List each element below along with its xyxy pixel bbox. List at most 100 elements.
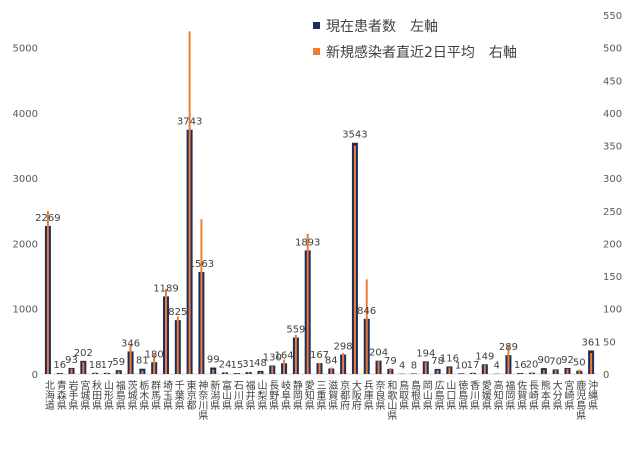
bar-new-cases [212,369,214,374]
category-label: 神奈川県 [196,379,208,421]
data-label: 3743 [177,117,202,128]
left-tick-label: 1000 [13,305,38,316]
category-label: 福岡県 [503,379,515,411]
legend-label-new-cases: 新規感染者直近2日平均 右軸 [326,44,517,61]
category-label: 奈良県 [373,379,385,411]
bar-new-cases [295,335,297,374]
bar-new-cases [94,373,96,374]
bar-new-cases [118,371,120,374]
bar-new-cases [236,373,238,374]
category-label: 秋田県 [90,379,102,411]
data-label: 180 [145,349,164,360]
bar-new-cases [531,373,533,374]
category-label: 広島県 [432,379,444,411]
bar-new-cases [389,368,391,374]
data-label: 149 [475,351,494,362]
category-label: 和歌山県 [385,380,397,421]
category-label: 山口県 [444,380,456,411]
left-tick-label: 4000 [13,109,38,120]
data-label: 202 [74,348,93,359]
right-tick-label: 550 [603,11,622,22]
category-label: 鹿児島県 [574,379,586,421]
category-label: 三重県 [314,380,326,411]
category-label: 静岡県 [290,379,302,411]
category-label: 東京都 [184,379,196,411]
bar-new-cases [543,370,545,374]
category-label: 石川県 [231,380,243,411]
category-label: 佐賀県 [515,380,527,411]
category-label: 山形県 [101,380,113,411]
bar-new-cases [283,360,285,374]
category-label: 群馬県 [149,379,161,411]
bar-new-cases [177,317,179,374]
data-label: 298 [334,342,353,353]
bar-new-cases [71,369,73,374]
bar-patients [411,373,417,374]
bar-new-cases [472,373,474,374]
category-label: 岐阜県 [279,379,291,411]
category-label: 宮崎県 [562,379,574,411]
legend-label-patients: 現在患者数 左軸 [326,19,438,35]
legend: 現在患者数 左軸 新規感染者直近2日平均 右軸 [313,19,517,61]
category-label: 滋賀県 [326,379,338,411]
category-label: 熊本県 [538,379,550,411]
bar-new-cases [366,279,368,374]
category-label: 宮城県 [78,379,90,411]
right-tick-label: 150 [603,272,622,283]
data-label: 59 [112,357,125,368]
data-label: 346 [121,338,140,349]
category-label: 兵庫県 [361,379,373,411]
right-tick-label: 200 [603,239,622,250]
bar-new-cases [437,370,439,374]
bar-new-cases [590,353,592,374]
right-tick-label: 100 [603,305,622,316]
right-tick-label: 400 [603,109,622,120]
bar-new-cases [248,372,250,374]
bar-new-cases [47,211,49,374]
category-label: 長崎県 [527,380,539,411]
left-tick-label: 5000 [13,44,38,55]
category-label: 福島県 [113,379,125,411]
data-label: 50 [573,358,586,369]
data-label: 559 [286,325,305,336]
category-label: 福井県 [243,379,255,411]
data-label: 361 [582,337,601,348]
category-label: 北海道 [42,380,54,410]
bar-new-cases [165,289,167,374]
data-label: 846 [357,306,376,317]
bar-new-cases [200,219,202,374]
bars [45,31,594,374]
data-label: 84 [325,356,338,367]
bar-new-cases [59,373,61,374]
category-label: 愛知県 [302,379,314,411]
bar-new-cases [519,373,521,374]
bar-new-cases [319,363,321,374]
left-tick-label: 3000 [13,174,38,185]
right-tick-label: 0 [603,370,609,381]
bar-new-cases [578,369,580,374]
bar-new-cases [106,373,108,374]
category-label: 岩手県 [66,379,78,411]
category-label: 岡山県 [420,380,432,411]
data-label: 2269 [35,213,60,224]
category-labels: 北海道青森県岩手県宮城県秋田県山形県福島県茨城県栃木県群馬県埼玉県千葉県東京都神… [42,379,597,421]
category-label: 埼玉県 [160,379,172,411]
category-label: 鳥取県 [397,379,409,411]
category-label: 栃木県 [137,379,149,411]
category-label: 徳島県 [456,379,468,411]
bar-new-cases [378,361,380,374]
data-label: 1893 [295,237,320,248]
category-label: 茨城県 [125,379,137,411]
right-tick-label: 50 [603,337,616,348]
data-label: 289 [499,342,518,353]
legend-marker-patients [313,22,320,29]
category-label: 香川県 [468,380,480,411]
left-tick-label: 2000 [13,239,38,250]
data-label: 1563 [189,259,214,270]
category-label: 長野県 [267,380,279,411]
